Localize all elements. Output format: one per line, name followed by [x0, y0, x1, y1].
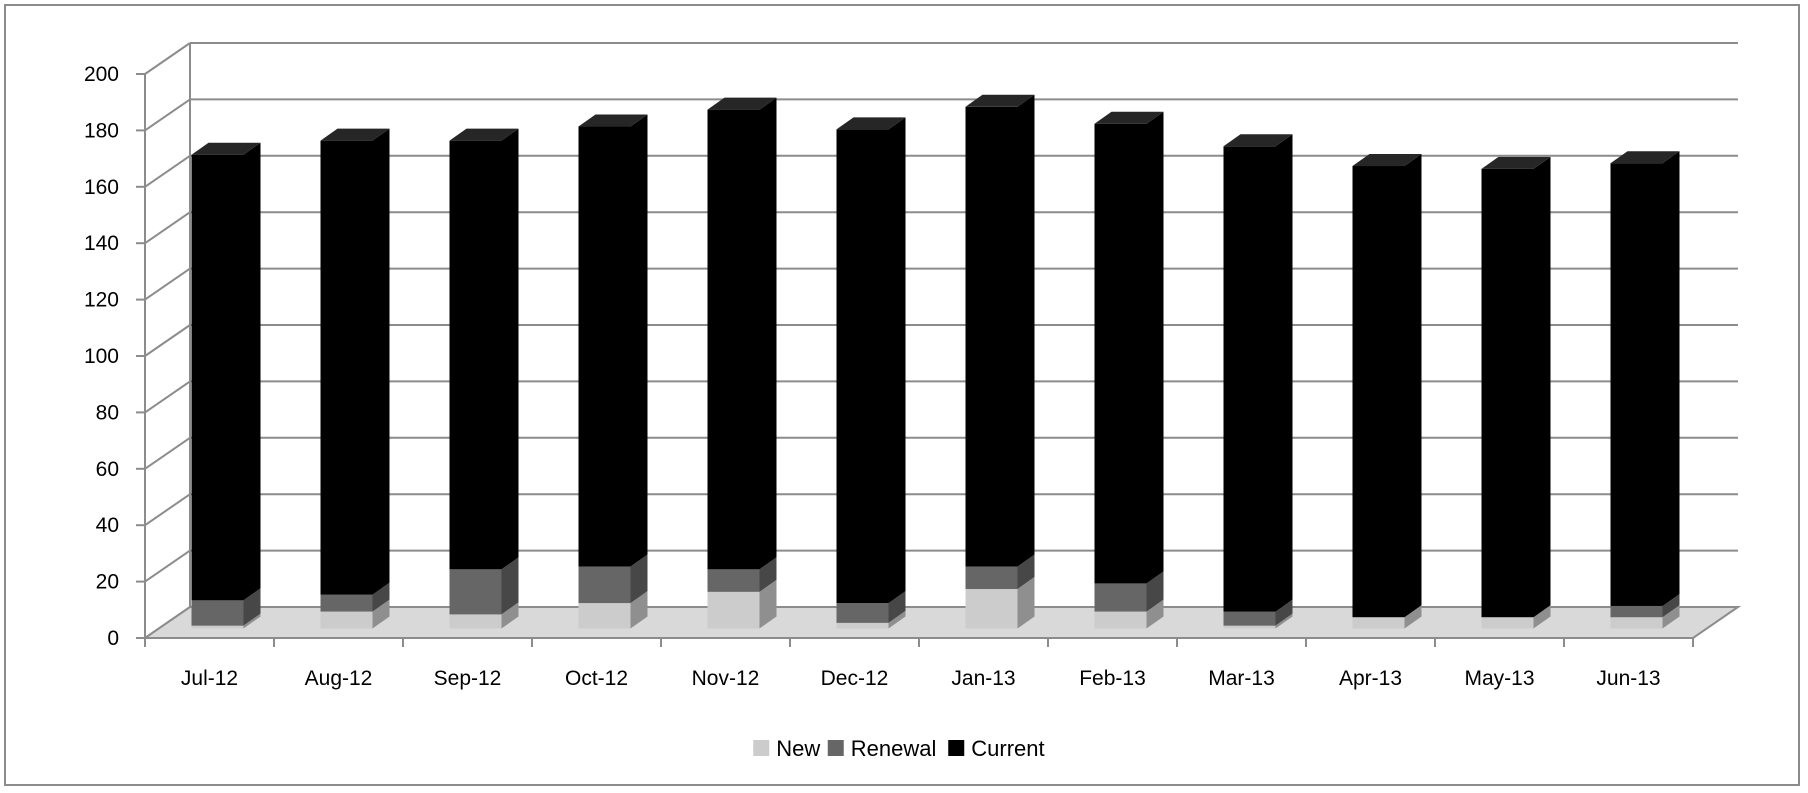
legend-item-current: Current [948, 736, 1045, 761]
bar-current-Apr-13 [1352, 154, 1422, 618]
gridline-20 [144, 549, 1738, 583]
x-tick-label: Dec-12 [821, 667, 889, 690]
bar-renewal-Sep-12 [449, 557, 519, 615]
bar-current-Jan-13 [965, 94, 1035, 567]
x-tick-label: Mar-13 [1208, 667, 1275, 690]
x-tick-label: Nov-12 [692, 667, 760, 690]
bar-current-Oct-12 [578, 114, 648, 567]
y-tick-label: 20 [96, 571, 119, 594]
bar-group-Feb-13 [1094, 111, 1164, 629]
x-tick-label: Sep-12 [434, 667, 502, 690]
legend-swatch [753, 740, 770, 756]
gridline-100 [144, 324, 1738, 357]
bars [191, 94, 1680, 629]
bar-group-Sep-12 [449, 128, 519, 629]
legend-swatch [827, 740, 844, 756]
y-tick-label: 100 [84, 345, 119, 368]
bar-current-Jul-12 [191, 142, 261, 601]
legend-label: Current [971, 736, 1044, 761]
legend-item-renewal: Renewal [827, 736, 937, 761]
x-axis-tick-labels: Jul-12 Aug-12 Sep-12 Oct-12 Nov-12 Dec-12 Jan-… [181, 667, 1661, 690]
gridlines [144, 42, 1738, 639]
gridline-80 [144, 380, 1738, 414]
y-tick-label: 200 [84, 63, 119, 86]
bar-group-Mar-13 [1223, 134, 1293, 629]
bar-group-May-13 [1481, 156, 1551, 629]
legend-item-new: New [753, 736, 820, 761]
y-tick-label: 180 [84, 119, 119, 142]
bar-group-Jan-13 [965, 94, 1035, 629]
y-axis-tick-labels: 0 20 40 60 80 100 120 140 160 180 200 [84, 63, 119, 650]
legend-label: New [776, 736, 820, 761]
x-tick-label: May-13 [1464, 667, 1534, 690]
legend-swatch [948, 740, 965, 756]
bar-group-Jun-13 [1610, 151, 1680, 629]
bar-group-Aug-12 [320, 128, 390, 629]
bar-group-Oct-12 [578, 114, 648, 629]
y-tick-label: 60 [96, 458, 119, 481]
bar-current-May-13 [1481, 156, 1551, 618]
y-tick-label: 120 [84, 289, 119, 312]
x-tick-label: Jan-13 [951, 667, 1015, 690]
gridline-200 [144, 42, 1738, 75]
gridline-140 [144, 211, 1738, 245]
gridline-60 [144, 436, 1738, 470]
gridline-160 [144, 154, 1738, 188]
legend: New Renewal Current [753, 736, 1045, 761]
legend-label: Renewal [851, 736, 937, 761]
y-tick-label: 0 [107, 627, 119, 650]
y-tick-label: 80 [96, 401, 119, 424]
bar-group-Apr-13 [1352, 154, 1422, 629]
axes [136, 73, 1694, 647]
bar-current-Dec-12 [836, 117, 906, 604]
x-tick-label: Jul-12 [181, 667, 238, 690]
bar-current-Nov-12 [707, 97, 777, 570]
y-tick-label: 40 [96, 514, 119, 537]
x-tick-label: Apr-13 [1339, 667, 1402, 690]
x-tick-label: Jun-13 [1596, 667, 1660, 690]
gridline-180 [144, 98, 1738, 132]
bar-current-Jun-13 [1610, 151, 1680, 606]
bar-group-Nov-12 [707, 97, 777, 629]
bar-group-Dec-12 [836, 117, 906, 629]
bar-current-Sep-12 [449, 128, 519, 570]
x-tick-label: Feb-13 [1079, 667, 1146, 690]
gridline-40 [144, 493, 1738, 527]
x-tick-label: Oct-12 [565, 667, 628, 690]
bar-group-Jul-12 [191, 142, 261, 629]
bar-current-Mar-13 [1223, 134, 1293, 612]
y-tick-label: 140 [84, 232, 119, 255]
bar-current-Aug-12 [320, 128, 390, 595]
gridline-120 [144, 267, 1738, 301]
bar-current-Feb-13 [1094, 111, 1164, 584]
x-tick-label: Aug-12 [305, 667, 373, 690]
y-tick-label: 160 [84, 176, 119, 199]
